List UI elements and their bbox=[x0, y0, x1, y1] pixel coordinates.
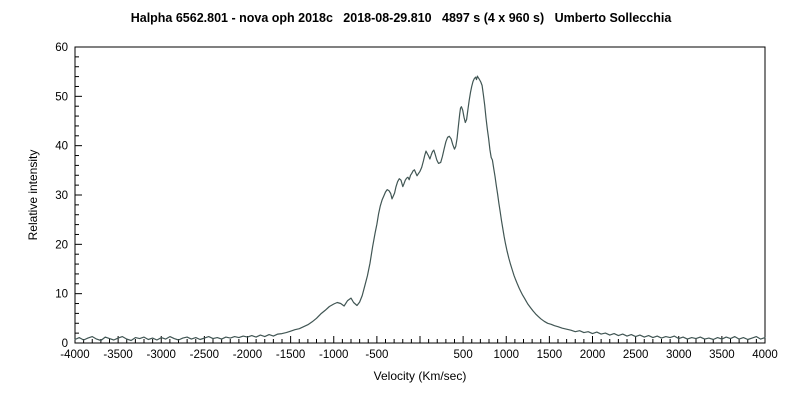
x-tick-label: -4000 bbox=[60, 349, 89, 361]
y-tick-label: 30 bbox=[55, 190, 68, 202]
x-tick-label: -1000 bbox=[319, 349, 348, 361]
x-tick-label: 2500 bbox=[623, 349, 649, 361]
x-tick-label: 2000 bbox=[580, 349, 606, 361]
x-tick-label: 500 bbox=[454, 349, 473, 361]
x-tick-label: -2000 bbox=[233, 349, 262, 361]
x-tick-label: 1000 bbox=[493, 349, 519, 361]
plot-box bbox=[74, 46, 766, 344]
x-tick-label: -3500 bbox=[103, 349, 132, 361]
x-tick-label: 4000 bbox=[752, 349, 778, 361]
x-tick-label: -2500 bbox=[190, 349, 219, 361]
y-tick-label: 50 bbox=[55, 91, 68, 103]
x-tick-label: -500 bbox=[365, 349, 388, 361]
x-tick-label: -3000 bbox=[147, 349, 176, 361]
x-tick-label: -1500 bbox=[276, 349, 305, 361]
x-tick-label: 3000 bbox=[666, 349, 692, 361]
y-axis-label: Relative intensity bbox=[26, 149, 40, 241]
x-tick-label: 3500 bbox=[709, 349, 735, 361]
spectrum-line bbox=[74, 75, 766, 342]
y-tick-label: 10 bbox=[55, 289, 68, 301]
y-tick-label: 0 bbox=[62, 338, 68, 350]
x-axis-label: Velocity (Km/sec) bbox=[373, 369, 467, 383]
x-tick-label: 1500 bbox=[537, 349, 563, 361]
chart-title: Halpha 6562.801 - nova oph 2018c 2018-08… bbox=[130, 11, 672, 25]
y-tick-label: 40 bbox=[55, 141, 68, 153]
y-tick-label: 60 bbox=[55, 42, 68, 54]
y-tick-label: 20 bbox=[55, 239, 68, 251]
